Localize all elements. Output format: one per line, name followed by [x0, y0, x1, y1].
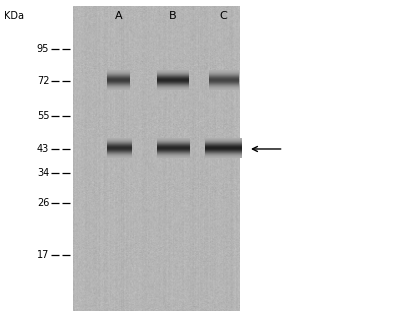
Text: 72: 72 — [37, 76, 49, 86]
Text: C: C — [219, 11, 227, 21]
Text: A: A — [115, 11, 123, 21]
Text: B: B — [169, 11, 177, 21]
Text: 55: 55 — [37, 111, 49, 121]
Text: 17: 17 — [37, 250, 49, 260]
Text: 43: 43 — [37, 144, 49, 154]
Text: 95: 95 — [37, 44, 49, 54]
Text: KDa: KDa — [4, 11, 24, 21]
Text: 26: 26 — [37, 198, 49, 208]
Text: 34: 34 — [37, 168, 49, 178]
